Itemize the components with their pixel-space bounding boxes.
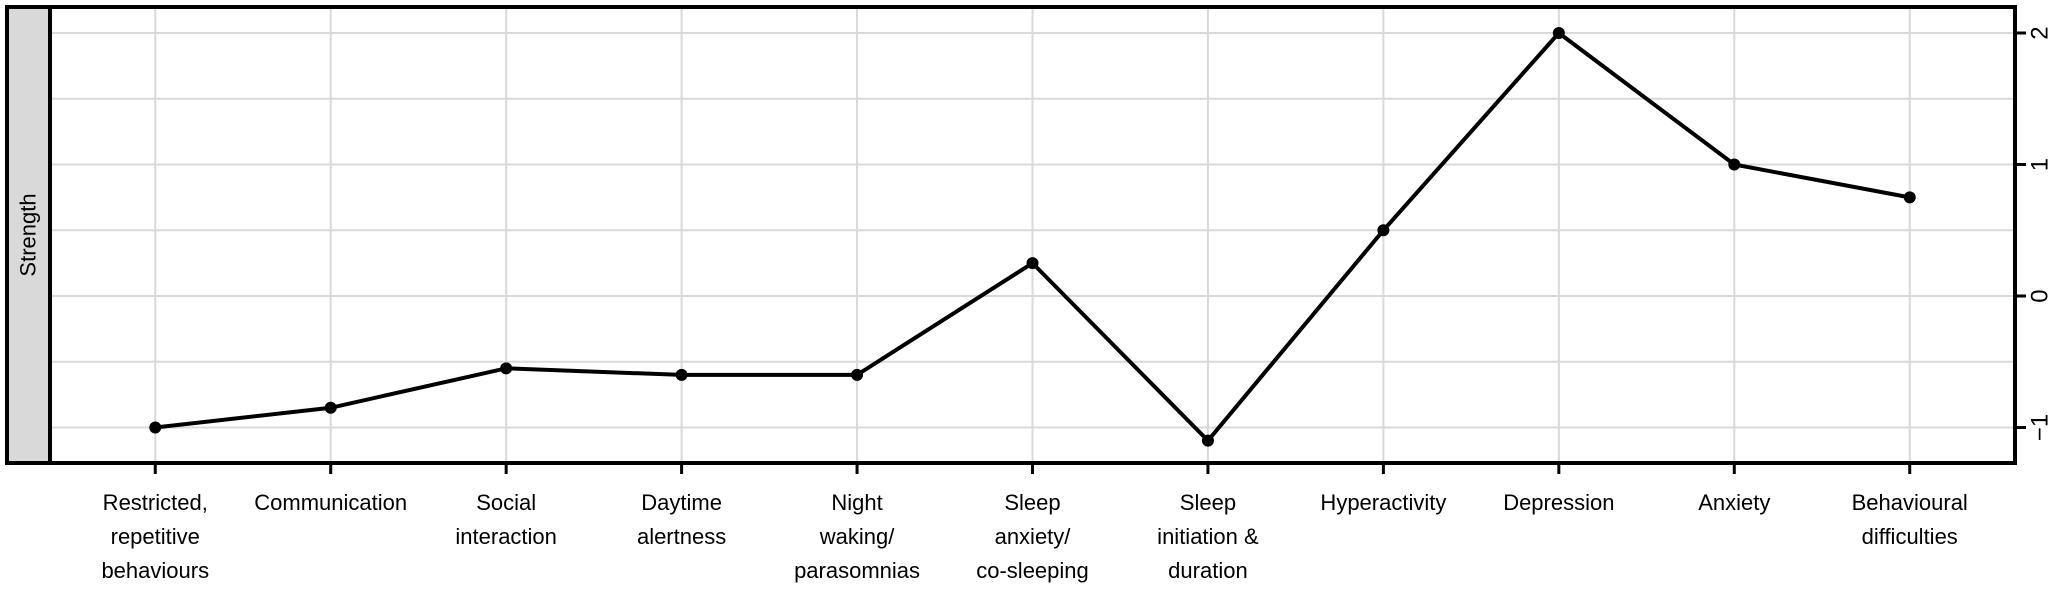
x-tick-label: Social interaction — [455, 486, 557, 554]
x-tick-label: Hyperactivity — [1320, 486, 1446, 520]
x-tick-label-line: alertness — [636, 524, 727, 549]
x-tick-label-line: Depression — [1503, 490, 1615, 515]
data-point — [1377, 224, 1390, 237]
x-tick-label-line: Behavioural — [1851, 490, 1968, 515]
x-tick-label: Sleep anxiety/co-sleeping — [976, 486, 1089, 588]
x-tick-label: Depression — [1503, 486, 1614, 520]
x-tick-label-line: Night — [831, 490, 883, 515]
data-point — [675, 368, 688, 381]
x-tick-label: Night waking/parasomnias — [794, 486, 920, 588]
x-tick-label-line: waking/ — [819, 524, 895, 549]
x-tick-label: Sleep initiation & duration — [1157, 486, 1259, 588]
x-tick-label-line: co-sleeping — [976, 558, 1089, 583]
x-tick-label-line: Hyperactivity — [1320, 490, 1447, 515]
x-tick-label-line: Social — [476, 490, 537, 515]
data-point — [324, 401, 337, 414]
data-point — [851, 368, 864, 381]
y-tick-label: 1 — [2027, 158, 2054, 171]
x-tick-label: Restricted, repetitive behaviours — [101, 486, 209, 588]
data-point — [1728, 158, 1741, 171]
data-point — [1552, 27, 1565, 39]
x-tick-label-line: Communication — [254, 490, 408, 515]
x-tick-label-line: Sleep — [1179, 490, 1237, 515]
x-tick-label-line: difficulties — [1861, 524, 1958, 549]
y-axis-title: Strength — [16, 193, 41, 276]
x-tick-label: Behavioural difficulties — [1852, 486, 1968, 554]
x-tick-label-line: Daytime — [641, 490, 722, 515]
x-tick-label-line: Sleep — [1004, 490, 1061, 515]
x-tick-label-line: interaction — [455, 524, 557, 549]
x-tick-label-line: initiation & — [1157, 524, 1259, 549]
x-tick-label-line: anxiety/ — [994, 524, 1071, 549]
y-tick-label: 2 — [2027, 26, 2054, 39]
x-tick-label: Anxiety — [1698, 486, 1770, 520]
y-tick-label: 0 — [2027, 289, 2054, 302]
x-tick-label: Daytime alertness — [637, 486, 726, 554]
data-point — [500, 362, 513, 375]
data-point — [1026, 257, 1039, 270]
x-tick-label-line: Restricted, — [102, 490, 208, 515]
x-tick-label-line: repetitive — [110, 524, 200, 549]
y-tick-label: −1 — [2027, 414, 2054, 441]
data-point — [1201, 434, 1214, 447]
gridline-layer — [50, 7, 2015, 463]
data-layer — [149, 27, 1916, 447]
x-tick-label-line: behaviours — [101, 558, 210, 583]
data-point — [149, 421, 162, 434]
x-tick-label-line: parasomnias — [794, 558, 921, 583]
x-tick-label-line: Anxiety — [1698, 490, 1771, 515]
x-tick-label-line: duration — [1168, 558, 1248, 583]
x-tick-label: Communication — [254, 486, 407, 520]
axis-layer: 2 1 0 −1 — [153, 26, 2054, 474]
data-point — [1903, 191, 1916, 204]
